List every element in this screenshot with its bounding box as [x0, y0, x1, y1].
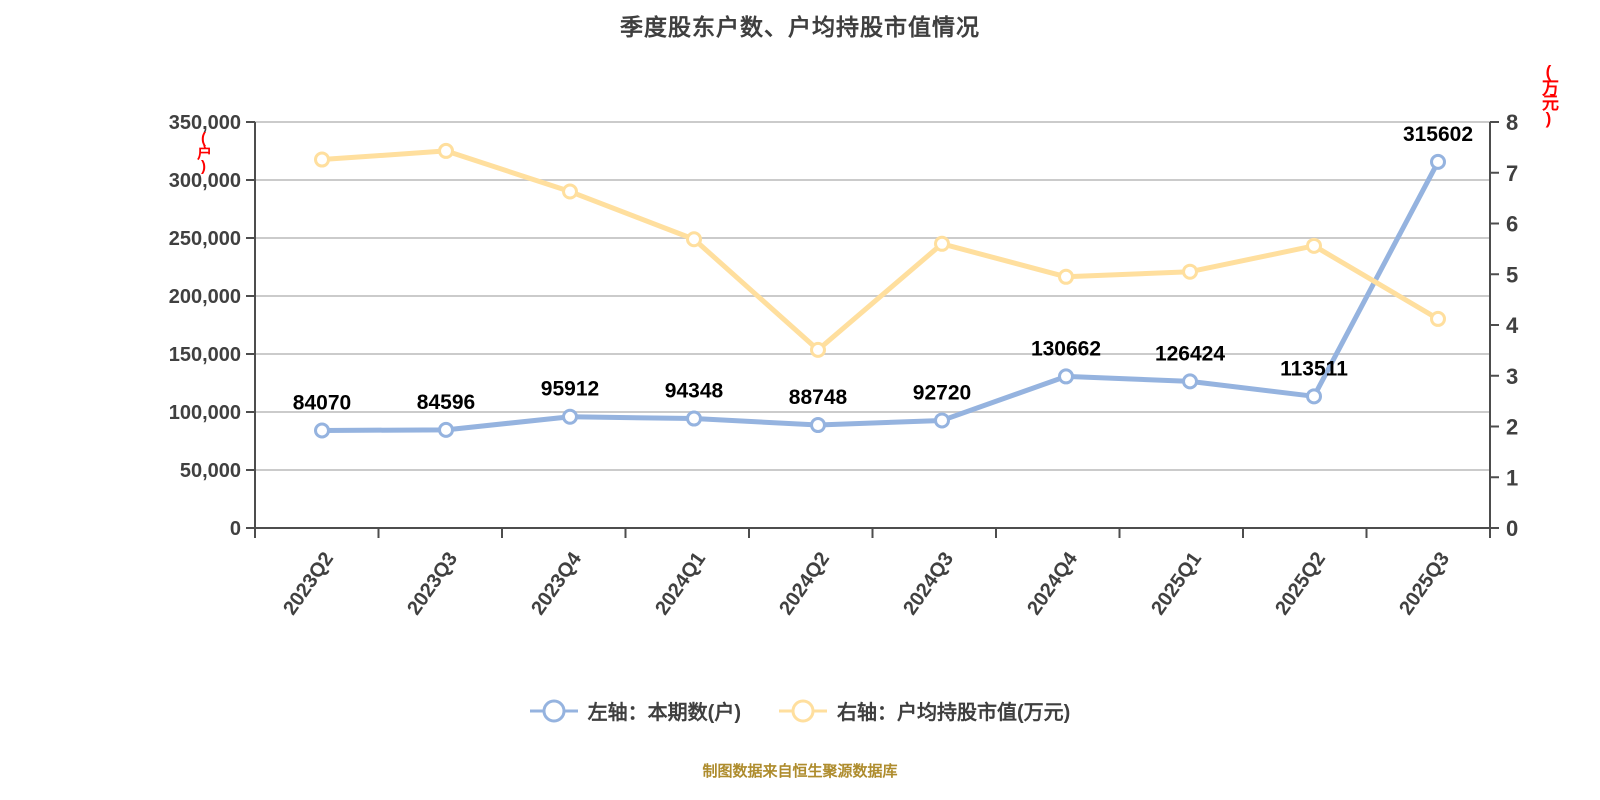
chart-title: 季度股东户数、户均持股市值情况: [620, 14, 980, 40]
data-point-label: 130662: [1031, 337, 1101, 360]
data-point-label: 113511: [1280, 357, 1348, 380]
data-point-marker: [314, 422, 330, 439]
data-point-label: 84596: [417, 391, 475, 414]
left-axis-tick-label: 50,000: [180, 460, 241, 482]
data-point-label: 126424: [1155, 342, 1225, 365]
data-source-note: 制图数据来自恒生聚源数据库: [702, 763, 898, 780]
data-point-label: 92720: [913, 381, 971, 404]
data-point-marker: [1430, 153, 1446, 170]
data-point-marker: [314, 151, 330, 168]
x-axis-category-label: 2023Q2: [279, 548, 338, 619]
x-axis-category-label: 2024Q3: [899, 548, 958, 619]
data-point-marker: [686, 410, 702, 427]
x-axis-category-label: 2023Q3: [403, 548, 462, 619]
left-axis-tick-label: 150,000: [169, 344, 241, 366]
x-axis-category-label: 2023Q4: [527, 548, 586, 620]
chart-canvas: 0 50,000 100,000 150,000 200,000 250,000 300,0…: [169, 110, 1519, 620]
data-point-marker: [810, 341, 826, 358]
right-axis-tick-label: 2: [1506, 415, 1518, 440]
left-axis-tick-label: 0: [230, 518, 241, 540]
data-point-marker: [562, 408, 578, 425]
left-axis-tick-label: 350,000: [169, 112, 241, 134]
data-point-label: 94348: [665, 380, 724, 403]
data-point-marker: [934, 412, 950, 429]
data-point-marker: [934, 235, 950, 252]
data-point-marker: [438, 142, 454, 159]
right-axis-tick-label: 5: [1506, 262, 1518, 287]
data-point-label: 88748: [789, 386, 848, 409]
data-point-marker: [562, 183, 578, 200]
right-axis-tick-label: 7: [1506, 161, 1518, 186]
data-point-marker: [1306, 388, 1322, 405]
legend-label: 左轴：本期数(户): [587, 702, 741, 724]
left-axis-tick-label: 250,000: [169, 228, 241, 250]
series-line-left: [319, 159, 1441, 433]
data-point-marker: [1182, 263, 1198, 280]
left-axis-unit-label: (户): [195, 130, 212, 173]
legend-label: 右轴：户均持股市值(万元): [837, 702, 1071, 724]
data-point-marker: [686, 231, 702, 248]
data-point-marker: [1182, 373, 1198, 390]
data-point-label: 95912: [541, 378, 599, 401]
chart-legend: 左轴：本期数(户) 右轴：户均持股市值(万元): [0, 696, 1600, 725]
legend-item-avg-market-value[interactable]: 右轴：户均持股市值(万元): [779, 696, 1070, 725]
data-point-label: 315602: [1403, 123, 1473, 146]
legend-marker-line-icon: [779, 699, 827, 722]
left-axis-tick-label: 300,000: [169, 170, 241, 192]
right-axis-tick-label: 1: [1506, 465, 1518, 490]
x-axis-category-label: 2024Q2: [775, 548, 834, 619]
data-point-marker: [438, 421, 454, 438]
data-point-marker: [1306, 237, 1322, 254]
x-axis-category-label: 2025Q2: [1271, 548, 1330, 619]
series-line-right: [319, 148, 1441, 353]
data-point-marker: [1058, 268, 1074, 285]
right-axis-tick-label: 3: [1506, 364, 1518, 389]
x-axis-category-label: 2024Q1: [651, 548, 710, 619]
data-point-marker: [810, 417, 826, 434]
data-point-marker: [1430, 310, 1446, 327]
right-axis-tick-label: 8: [1506, 110, 1518, 135]
left-axis-tick-label: 200,000: [169, 286, 241, 308]
x-axis-category-label: 2025Q3: [1395, 548, 1454, 619]
legend-marker-line-icon: [529, 699, 578, 722]
right-axis-tick-label: 6: [1506, 212, 1518, 237]
data-point-label: 84070: [293, 391, 351, 414]
right-axis-tick-label: 4: [1506, 313, 1519, 338]
legend-item-shareholder-count[interactable]: 左轴：本期数(户): [529, 696, 741, 725]
left-axis-tick-label: 100,000: [169, 402, 241, 424]
x-axis-category-label: 2024Q4: [1023, 548, 1082, 620]
right-axis-unit-label: (万元): [1539, 62, 1558, 126]
data-point-marker: [1058, 368, 1074, 385]
x-axis-category-label: 2025Q1: [1147, 548, 1206, 619]
right-axis-tick-label: 0: [1506, 516, 1518, 541]
